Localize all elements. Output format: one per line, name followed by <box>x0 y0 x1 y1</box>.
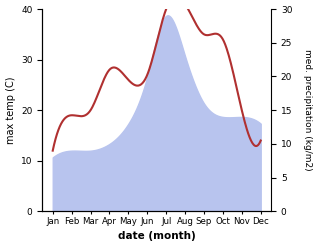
Y-axis label: max temp (C): max temp (C) <box>5 76 16 144</box>
Y-axis label: med. precipitation (kg/m2): med. precipitation (kg/m2) <box>303 49 313 171</box>
X-axis label: date (month): date (month) <box>118 231 196 242</box>
